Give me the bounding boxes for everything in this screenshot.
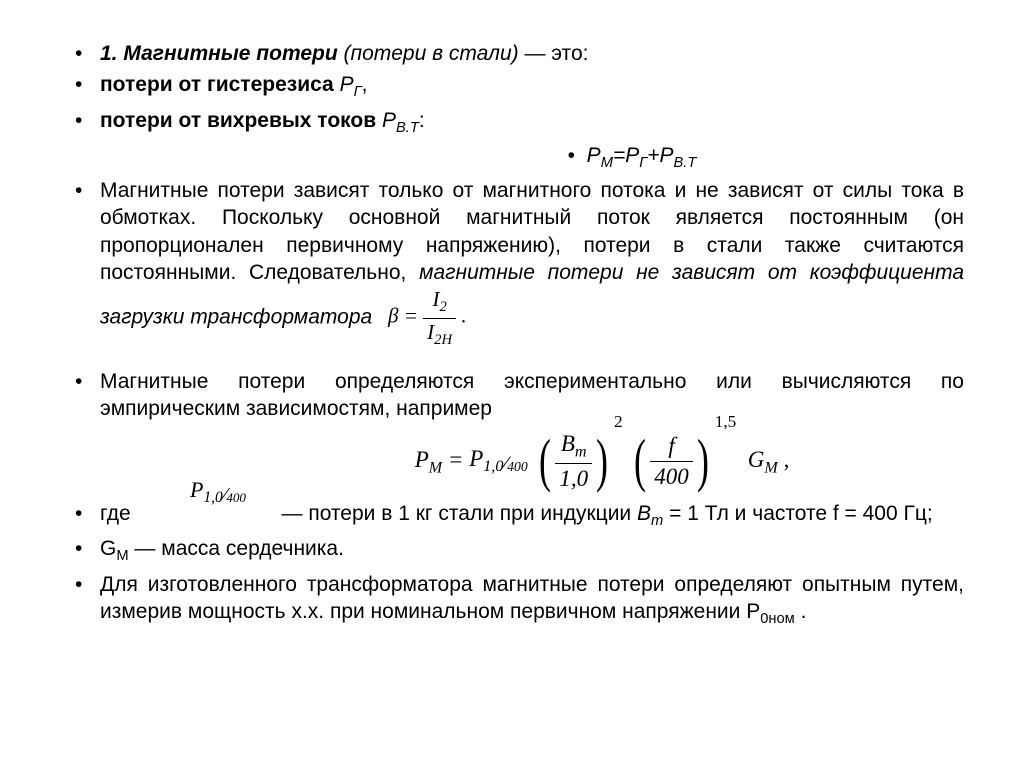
- content-list: 1. Магнитные потери (потери в стали) — э…: [60, 40, 964, 629]
- b2-sym: Р: [340, 73, 354, 96]
- eq1-m1: =Р: [613, 144, 639, 167]
- eq1-s3: В.Т: [674, 155, 697, 171]
- b6-mid: = 1 Тл и частоте f = 400 Гц;: [663, 502, 932, 525]
- p10-standalone: P1,0⁄400: [190, 476, 246, 509]
- b6-bm: В: [637, 502, 651, 525]
- b7-sub: М: [116, 548, 128, 564]
- b6-bm-sub: m: [651, 513, 663, 529]
- bullet-5: Магнитные потери определяются эксперимен…: [60, 368, 964, 423]
- b3-sub: В.Т: [396, 120, 419, 136]
- eq1-s1: М: [601, 155, 613, 171]
- exp1: 2: [614, 412, 623, 431]
- b8-sub: 0ном: [760, 611, 795, 627]
- bullet-8: Для изготовленного трансформатора магнит…: [60, 571, 964, 630]
- b6-lead: где: [100, 502, 131, 525]
- b3-bold: потери от вихревых токов: [100, 109, 382, 132]
- b2-sub: Г: [354, 84, 362, 100]
- b8-tail: .: [795, 600, 807, 623]
- pm-formula: PM = P1,0⁄400 Bm1,02 f4001,5 GM ,: [240, 429, 964, 494]
- paren-1: Bm1,0: [533, 429, 614, 494]
- b5-text: Магнитные потери определяются эксперимен…: [100, 370, 964, 420]
- b2-bold: потери от гистерезиса: [100, 73, 340, 96]
- b3-sym: Р: [382, 109, 396, 132]
- bullet-7: GМ — масса сердечника.: [60, 535, 964, 566]
- b8-text: Для изготовленного трансформатора магнит…: [100, 573, 964, 623]
- b7-g: G: [100, 537, 116, 560]
- bullet-1: 1. Магнитные потери (потери в стали) — э…: [60, 40, 964, 67]
- bullet-4: Магнитные потери зависят только от магни…: [60, 177, 964, 350]
- b1-lead: 1. Магнитные потери: [100, 42, 338, 65]
- exp2: 1,5: [715, 412, 737, 431]
- equation-sum: • РМ=РГ+РВ.Т: [60, 142, 964, 173]
- paren-2: f400: [628, 431, 714, 492]
- beta-formula: β = I2I2H .: [388, 286, 467, 350]
- eq1-m2: +Р: [647, 144, 673, 167]
- bullet-2: потери от гистерезиса РГ,: [60, 71, 964, 102]
- b6-tail: — потери в 1 кг стали при индукции: [276, 502, 637, 525]
- bullet-3: потери от вихревых токов РВ.Т:: [60, 107, 964, 138]
- bullet-6: P1,0⁄400 где — потери в 1 кг стали при и…: [60, 500, 964, 531]
- p10-coef: P1,0⁄400: [469, 444, 527, 479]
- b2-tail: ,: [362, 73, 368, 96]
- b1-paren: (потери в стали): [338, 42, 525, 65]
- b1-dash: — это:: [524, 42, 588, 65]
- eq1-p1: Р: [587, 144, 601, 167]
- b3-tail: :: [419, 109, 425, 132]
- b7-tail: — масса сердечника.: [129, 537, 344, 560]
